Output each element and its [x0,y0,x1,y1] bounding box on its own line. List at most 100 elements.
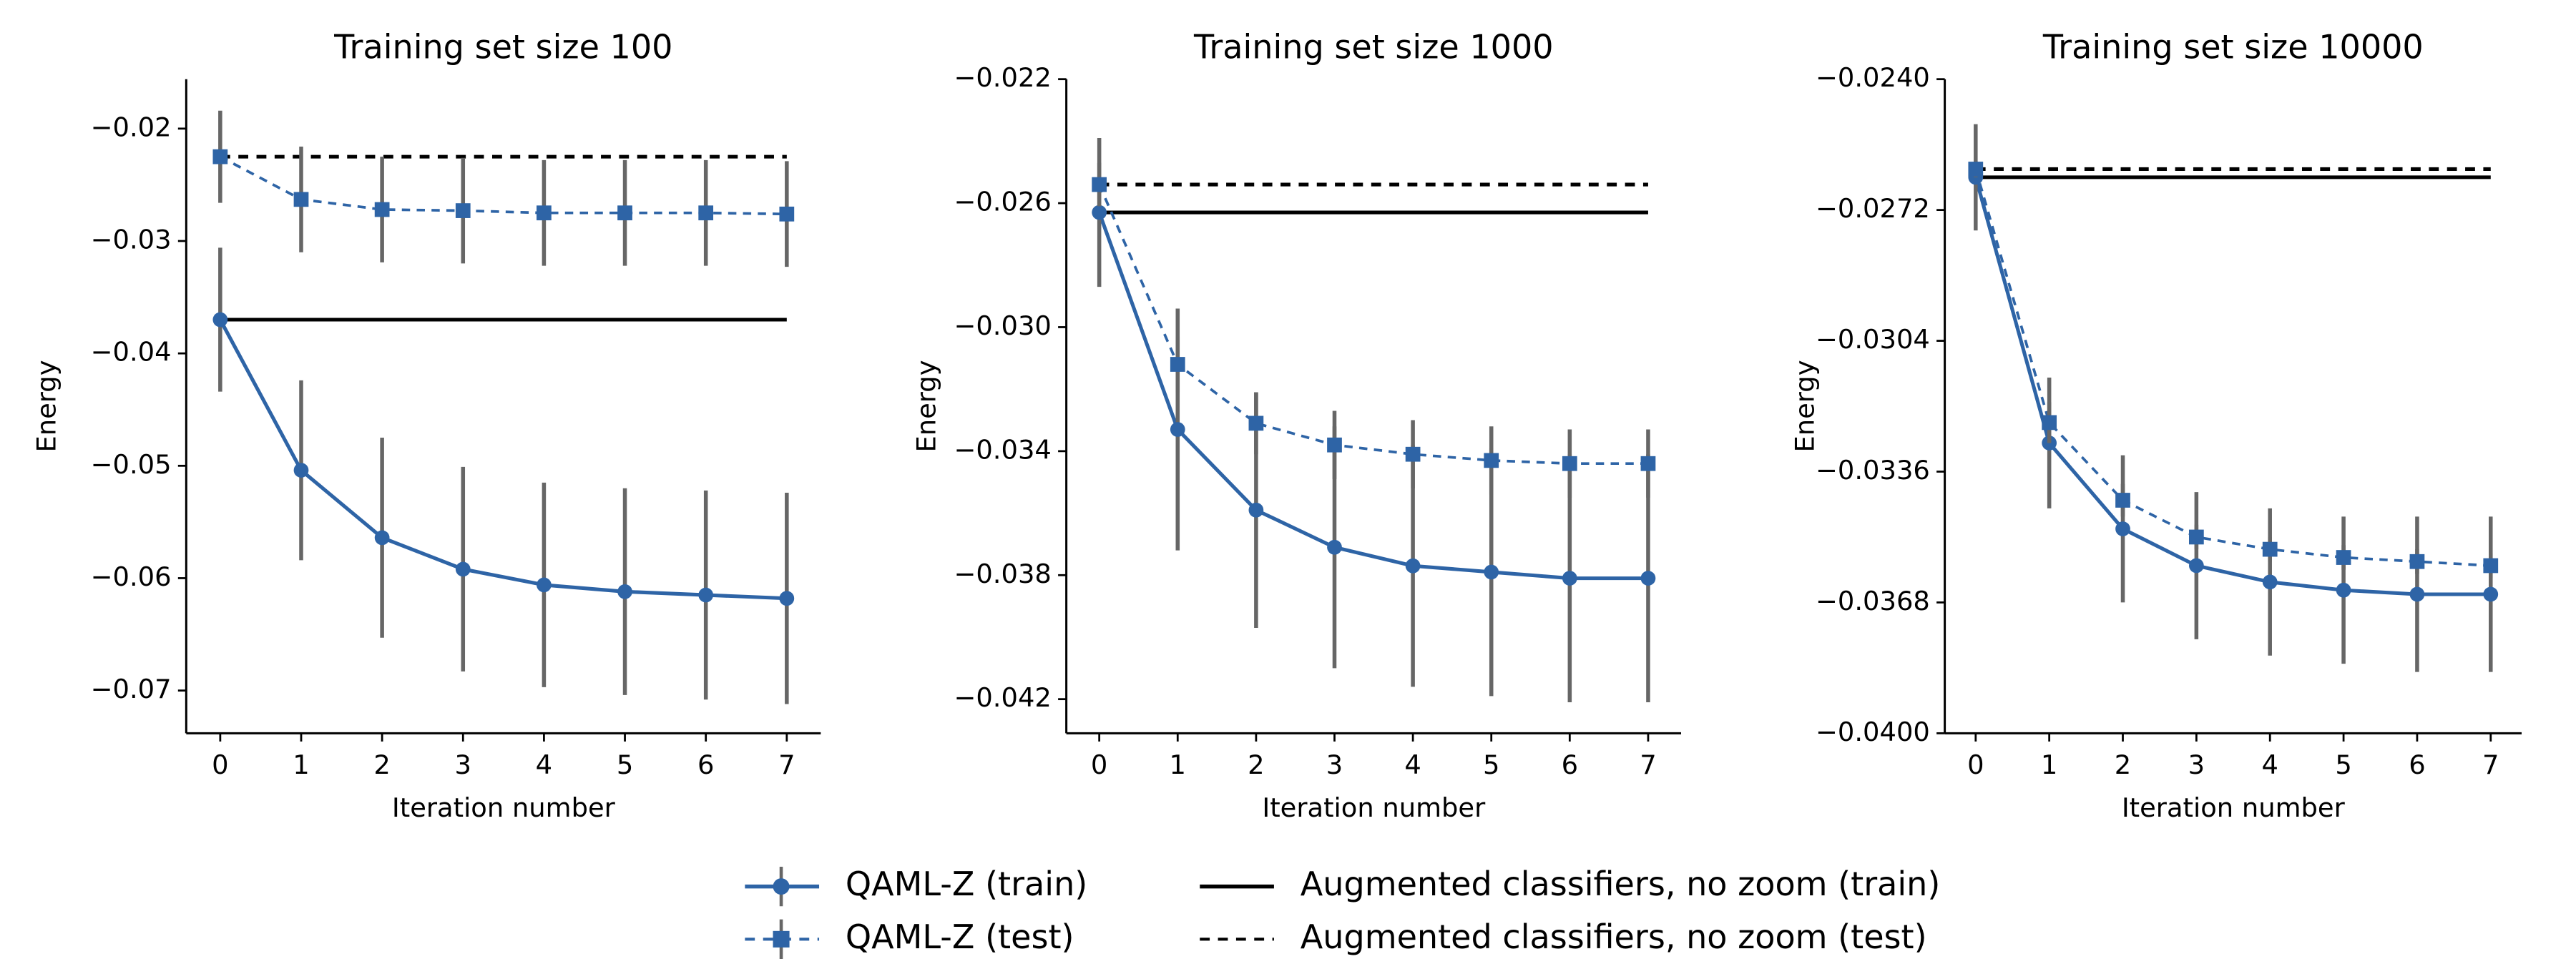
x-tick-label: 6 [697,749,714,780]
point [617,584,632,599]
x-tick-label: 5 [1483,749,1499,780]
point [212,149,228,164]
x-tick-label: 4 [536,749,552,780]
point [1327,437,1342,453]
y-tick-label: −0.07 [91,674,172,704]
point [374,202,390,217]
y-tick-label: −0.042 [954,682,1051,713]
point [617,205,632,221]
legend-label: Augmented classifiers, no zoom (train) [1301,865,1941,903]
point [1248,502,1264,518]
point [2115,521,2130,536]
y-tick-label: −0.0400 [1816,717,1930,747]
y-axis-label: Energy [1790,360,1821,452]
x-axis-label: Iteration number [2122,792,2346,823]
point [1405,446,1421,462]
point [1968,162,1984,177]
x-axis-label: Iteration number [1262,792,1486,823]
point [2409,554,2425,569]
series-line [218,318,787,601]
point [698,587,714,603]
point [293,192,309,207]
series-line [1974,177,2491,596]
point [2188,558,2204,574]
x-tick-label: 0 [212,749,228,780]
legend-label: Augmented classifiers, no zoom (test) [1301,918,1927,956]
x-tick-label: 0 [1091,749,1107,780]
point [2483,558,2499,574]
point [2336,582,2351,598]
legend-label: QAML-Z (test) [846,918,1074,956]
x-tick-label: 1 [293,749,309,780]
y-tick-label: −0.0272 [1816,193,1930,224]
x-tick-label: 2 [1248,749,1264,780]
point [1327,539,1342,555]
point [212,312,228,328]
x-tick-label: 4 [2261,749,2278,780]
series-line [1097,212,1648,581]
point [293,463,309,478]
x-tick-label: 3 [455,749,471,780]
point [779,206,795,222]
x-tick-label: 4 [1404,749,1421,780]
y-tick-label: −0.06 [91,561,172,592]
x-tick-label: 5 [2335,749,2351,780]
point [537,205,552,221]
x-tick-label: 3 [2188,749,2205,780]
legend-label: QAML-Z (train) [846,865,1087,903]
point [2336,550,2351,565]
point [779,591,795,606]
x-tick-label: 0 [1967,749,1984,780]
legend-marker [773,878,790,895]
chart-title: Training set size 100 [333,28,672,67]
x-tick-label: 2 [2115,749,2131,780]
point [2262,574,2278,590]
point [2115,493,2130,508]
point [2188,529,2204,545]
x-tick-label: 6 [1562,749,1578,780]
x-tick-label: 6 [2409,749,2425,780]
x-tick-label: 2 [373,749,390,780]
y-tick-label: −0.030 [954,310,1051,341]
chart-title: Training set size 10000 [2042,28,2424,67]
point [1170,422,1185,437]
y-tick-label: −0.0240 [1816,62,1930,93]
y-tick-label: −0.03 [91,225,172,255]
y-tick-label: −0.04 [91,337,172,368]
point [455,561,471,577]
y-axis-label: Energy [31,360,62,452]
y-tick-label: −0.05 [91,449,172,480]
y-tick-label: −0.038 [954,559,1051,589]
series-line [1974,168,2491,567]
x-tick-label: 7 [2482,749,2499,780]
x-tick-label: 5 [617,749,633,780]
point [1248,415,1264,431]
point [698,205,714,221]
point [537,577,552,593]
point [1562,571,1577,586]
point [374,530,390,546]
y-tick-label: −0.0368 [1816,586,1930,616]
point [1484,564,1499,580]
point [1092,177,1107,192]
point [2409,586,2425,602]
x-tick-label: 1 [2041,749,2057,780]
y-tick-label: −0.0336 [1816,455,1930,486]
series-line [1097,184,1648,466]
y-axis-label: Energy [911,360,942,452]
point [2262,541,2278,557]
y-tick-label: −0.034 [954,434,1051,465]
x-tick-label: 7 [1640,749,1656,780]
point [1170,357,1185,372]
legend-marker [773,930,790,948]
point [2483,586,2499,602]
point [1562,456,1577,471]
x-tick-label: 3 [1326,749,1343,780]
point [1405,558,1421,574]
point [455,203,471,218]
point [1484,453,1499,468]
y-tick-label: −0.026 [954,187,1051,217]
point [1640,571,1656,586]
point [1640,456,1656,471]
